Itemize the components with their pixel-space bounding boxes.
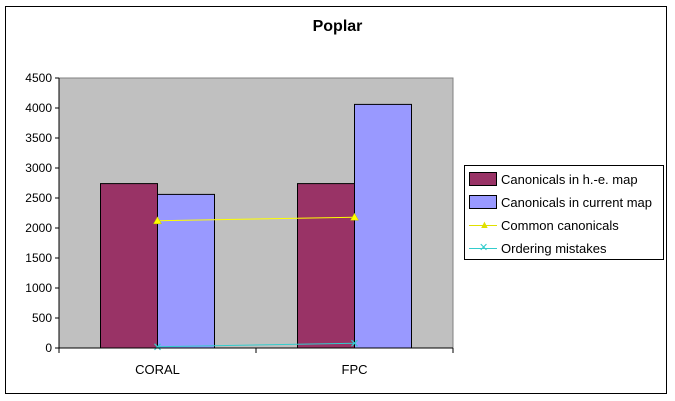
legend-label-he-map: Canonicals in h.-e. map bbox=[501, 171, 638, 187]
bar-he-map bbox=[100, 183, 158, 349]
y-tick-label: 500 bbox=[32, 311, 52, 325]
legend-line-common: ▲ bbox=[469, 218, 497, 232]
legend-item-ordering: ✕ Ordering mistakes bbox=[469, 238, 606, 258]
bar-current-map bbox=[157, 193, 215, 349]
chart-title: Poplar bbox=[312, 18, 363, 35]
y-tick-label: 2000 bbox=[25, 221, 52, 235]
point-common bbox=[153, 216, 162, 225]
legend-swatch-current-map bbox=[469, 195, 497, 209]
line-common bbox=[157, 216, 355, 222]
y-tick-label: 3000 bbox=[25, 161, 52, 175]
point-common bbox=[350, 212, 359, 221]
y-tick-label: 3500 bbox=[25, 131, 52, 145]
x-tick-label: CORAL bbox=[135, 362, 180, 377]
legend-item-common: ▲ Common canonicals bbox=[469, 215, 619, 235]
legend-item-current-map: Canonicals in current map bbox=[469, 192, 652, 212]
x-tick-label: FPC bbox=[342, 362, 368, 377]
legend-label-ordering: Ordering mistakes bbox=[501, 240, 607, 256]
legend-line-ordering: ✕ bbox=[469, 241, 497, 255]
y-tick-label: 1500 bbox=[25, 251, 52, 265]
legend-label-common: Common canonicals bbox=[501, 217, 619, 233]
legend-item-he-map: Canonicals in h.-e. map bbox=[469, 169, 638, 189]
x-marker-icon: ✕ bbox=[479, 242, 489, 254]
line-ordering bbox=[157, 342, 355, 348]
legend-swatch-he-map bbox=[469, 172, 497, 186]
y-tick-label: 1000 bbox=[25, 281, 52, 295]
bar-he-map bbox=[297, 183, 355, 349]
point-ordering bbox=[154, 343, 161, 351]
legend-label-current-map: Canonicals in current map bbox=[501, 194, 653, 210]
triangle-marker-icon: ▲ bbox=[479, 219, 490, 231]
point-ordering bbox=[351, 339, 358, 347]
y-tick-label: 4500 bbox=[25, 71, 52, 85]
y-tick-label: 0 bbox=[45, 341, 52, 355]
y-tick-label: 2500 bbox=[25, 191, 52, 205]
y-tick-label: 4000 bbox=[25, 101, 52, 115]
chart-legend: Canonicals in h.-e. map Canonicals in cu… bbox=[464, 165, 664, 260]
bar-current-map bbox=[354, 103, 412, 349]
